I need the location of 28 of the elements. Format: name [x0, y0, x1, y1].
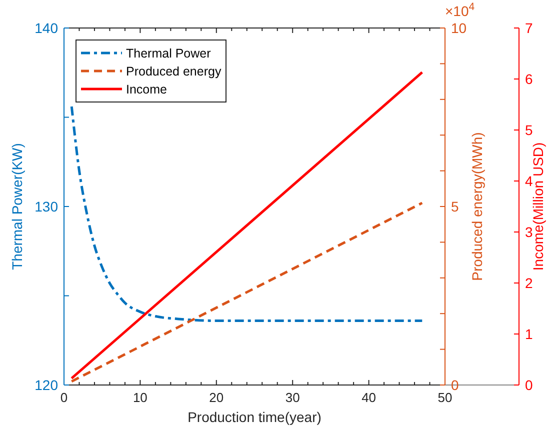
y3-tick-label: 1 — [525, 326, 533, 342]
y2-tick-label: 5 — [451, 198, 459, 214]
legend-label: Thermal Power — [126, 46, 211, 60]
y3-tick-label: 0 — [525, 377, 533, 393]
legend-label: Produced energy — [126, 64, 222, 78]
y2-axis-title: Produced energy(MWh) — [469, 132, 485, 281]
x-tick-label: 0 — [60, 390, 68, 405]
y2-tick-label: 10 — [451, 20, 467, 36]
x-tick-label: 40 — [362, 390, 376, 405]
y2-tick-label: 0 — [451, 377, 459, 393]
x-tick-label: 30 — [285, 390, 300, 405]
x-axis-title: Production time(year) — [188, 409, 322, 425]
legend-label: Income — [126, 82, 168, 96]
x-tick-label: 10 — [132, 390, 148, 405]
y-tick-label: 140 — [34, 20, 58, 36]
y3-tick-label: 7 — [525, 20, 533, 36]
y3-tick-label: 2 — [525, 275, 533, 291]
y3-tick-label: 5 — [525, 122, 533, 138]
x-tick-label: 50 — [438, 390, 452, 405]
text: ×10$^{4}$ — [445, 1, 475, 19]
line-series — [70, 105, 424, 322]
y3-tick-label: 6 — [525, 71, 533, 87]
y-tick-label: 130 — [34, 198, 58, 214]
x-tick-label: 20 — [209, 390, 224, 405]
y3-tick-label: 3 — [525, 224, 533, 240]
y3-tick-label: 4 — [525, 173, 533, 189]
y-tick-label: 120 — [34, 377, 58, 393]
y-axis-title: Thermal Power(KW) — [9, 143, 25, 270]
